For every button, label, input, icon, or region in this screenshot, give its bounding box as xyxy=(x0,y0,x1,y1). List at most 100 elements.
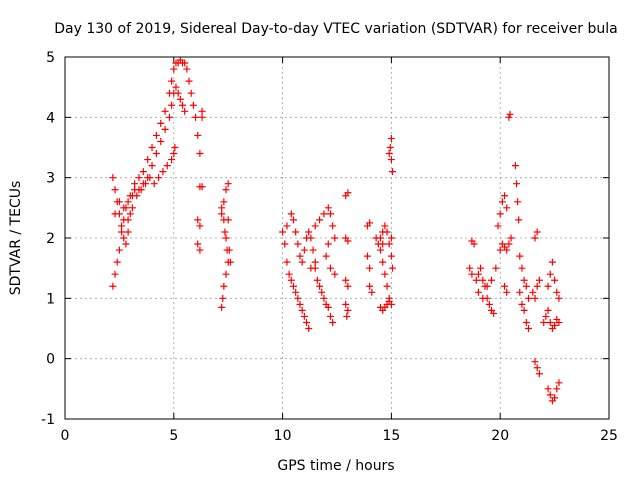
data-point xyxy=(300,246,308,254)
data-point xyxy=(161,125,169,133)
data-point xyxy=(531,294,539,302)
data-point xyxy=(518,300,526,308)
data-point xyxy=(531,234,539,242)
data-point xyxy=(303,318,311,326)
data-point xyxy=(152,150,160,158)
data-point xyxy=(468,270,476,278)
data-point xyxy=(385,240,393,248)
data-point xyxy=(279,228,287,236)
data-point xyxy=(490,309,498,317)
data-point xyxy=(551,321,559,329)
data-point xyxy=(109,174,117,182)
data-point xyxy=(522,282,530,290)
data-point xyxy=(503,246,511,254)
data-point xyxy=(144,156,152,164)
data-point xyxy=(555,379,563,387)
data-point xyxy=(329,318,337,326)
data-point xyxy=(196,246,204,254)
x-tick-label: 25 xyxy=(600,428,618,444)
data-point xyxy=(122,240,130,248)
data-point xyxy=(307,234,315,242)
data-point xyxy=(135,174,143,182)
data-point xyxy=(174,89,182,97)
data-point xyxy=(531,358,539,366)
data-point xyxy=(157,137,165,145)
data-point xyxy=(344,237,352,245)
data-point xyxy=(170,150,178,158)
data-point xyxy=(477,264,485,272)
data-point xyxy=(387,300,395,308)
data-point xyxy=(111,186,119,194)
data-point xyxy=(387,252,395,260)
data-point xyxy=(535,276,543,284)
data-point xyxy=(176,95,184,103)
data-point xyxy=(555,294,563,302)
data-point xyxy=(368,288,376,296)
data-point xyxy=(474,288,482,296)
data-point xyxy=(505,113,513,121)
data-point xyxy=(183,65,191,73)
data-point xyxy=(305,325,313,332)
data-point xyxy=(300,312,308,320)
data-point xyxy=(294,294,302,302)
data-point xyxy=(318,288,326,296)
data-point xyxy=(168,156,176,164)
data-point xyxy=(320,294,328,302)
data-point xyxy=(496,246,504,254)
data-point xyxy=(331,234,339,242)
chart-title: Day 130 of 2019, Sidereal Day-to-day VTE… xyxy=(54,21,617,37)
data-point xyxy=(342,276,350,284)
data-point xyxy=(544,282,552,290)
data-point xyxy=(387,156,395,164)
data-point xyxy=(546,318,554,326)
data-point xyxy=(311,222,319,230)
data-point xyxy=(316,216,324,224)
data-point xyxy=(366,219,374,227)
data-point xyxy=(546,391,554,399)
data-point xyxy=(137,186,145,194)
data-point xyxy=(551,394,559,402)
data-point xyxy=(118,228,126,236)
data-point xyxy=(514,198,522,206)
data-point xyxy=(501,282,509,290)
data-point xyxy=(555,318,563,326)
data-point xyxy=(222,186,230,194)
data-point xyxy=(109,282,117,290)
data-point xyxy=(344,189,352,197)
data-point xyxy=(218,303,226,311)
data-point xyxy=(126,192,134,200)
data-point xyxy=(283,258,291,266)
data-point xyxy=(487,276,495,284)
data-point xyxy=(388,264,396,272)
data-point xyxy=(179,101,187,109)
data-point xyxy=(287,276,295,284)
data-point xyxy=(472,276,480,284)
data-point xyxy=(474,270,482,278)
data-point xyxy=(224,180,232,188)
data-point xyxy=(379,240,387,248)
x-tick-label: 0 xyxy=(61,428,70,444)
data-point xyxy=(181,107,189,115)
data-point xyxy=(294,240,302,248)
data-point xyxy=(131,180,139,188)
data-point xyxy=(133,192,141,200)
data-point xyxy=(498,198,506,206)
data-point xyxy=(379,258,387,266)
y-tick-label: 5 xyxy=(46,50,55,66)
data-point xyxy=(222,270,230,278)
data-point xyxy=(479,276,487,284)
data-point xyxy=(470,240,478,248)
data-point xyxy=(118,222,126,230)
data-point xyxy=(298,258,306,266)
data-point xyxy=(316,282,324,290)
data-point xyxy=(111,210,119,218)
axis-ticks: 0 5 10 15 20 25 -1 0 1 2 3 4 5 xyxy=(41,50,618,444)
data-point xyxy=(168,101,176,109)
data-point xyxy=(225,246,233,254)
data-point xyxy=(496,210,504,218)
data-point xyxy=(366,264,374,272)
data-point xyxy=(311,258,319,266)
data-point xyxy=(516,288,524,296)
data-point xyxy=(324,240,332,248)
data-point xyxy=(492,264,500,272)
